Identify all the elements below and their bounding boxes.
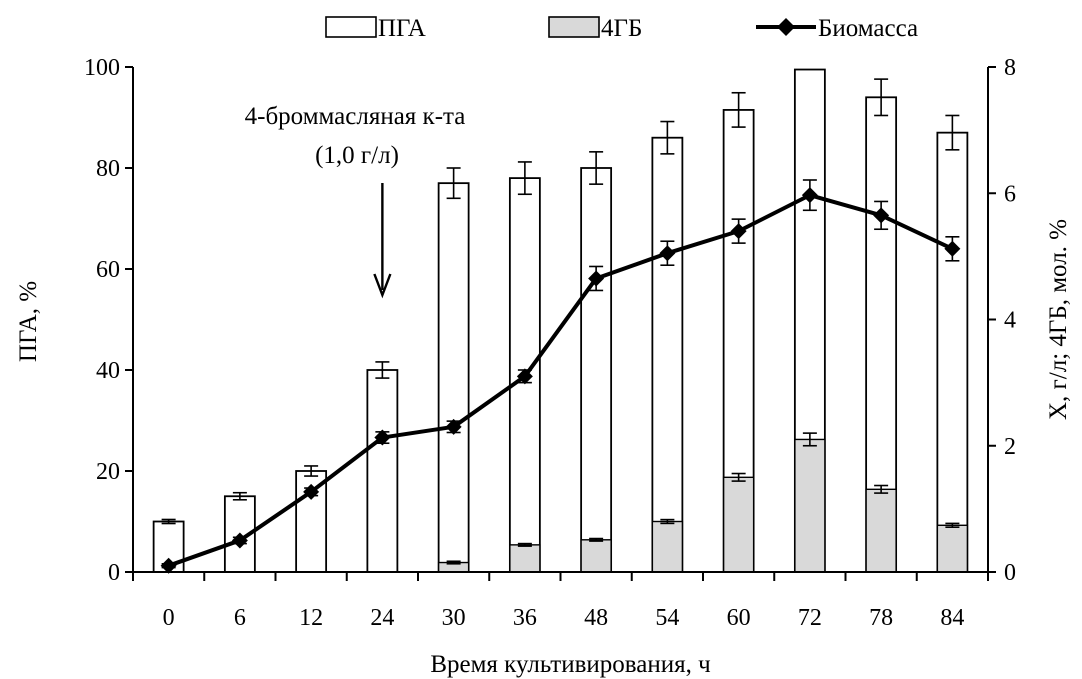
pga-error-bar <box>589 151 604 185</box>
y-tick-label-left: 80 <box>96 156 120 182</box>
y-tick-label-left: 100 <box>84 55 120 81</box>
pga-bar <box>366 369 399 573</box>
biomass-point <box>231 532 248 549</box>
pga-error-bar <box>945 114 960 151</box>
pga-bar <box>580 167 613 573</box>
y-tick-label-left: 20 <box>96 459 120 485</box>
gb4-bar <box>651 520 684 573</box>
gb4-bar <box>580 539 612 573</box>
gb4-error-bar <box>874 484 889 494</box>
gb4-bar <box>865 488 897 573</box>
y-tick-label-right: 8 <box>1004 55 1016 81</box>
legend-item-gb4: 4ГБ <box>548 15 642 42</box>
biomass-point <box>801 187 818 204</box>
biomass-point <box>303 483 320 500</box>
biomass-point <box>873 207 890 224</box>
gb4-error-bar <box>660 518 675 525</box>
biomass-point <box>160 557 177 574</box>
x-tick-label: 48 <box>584 605 608 631</box>
gb4-error-bar <box>517 542 532 547</box>
x-tick-label: 36 <box>513 605 537 631</box>
y-tick-label-left: 0 <box>108 560 120 586</box>
biomass-point <box>944 240 961 257</box>
legend-swatch-gb4 <box>548 16 600 38</box>
biomass-point <box>516 368 533 385</box>
pga-bar <box>936 131 969 573</box>
pga-bar <box>437 182 470 573</box>
y-axis-title-right: X, г/л; 4ГБ, мол. % <box>1045 219 1072 420</box>
x-tick-label: 30 <box>442 605 466 631</box>
annotation-arrow <box>373 183 392 299</box>
x-tick-label: 78 <box>869 605 893 631</box>
biomass-point <box>730 223 747 240</box>
x-axis-title: Время культивирования, ч <box>430 651 710 678</box>
y-tick-label-right: 2 <box>1004 434 1016 460</box>
pga-error-bar <box>232 491 247 501</box>
gb4-error-bar <box>802 432 817 447</box>
annotation: 4-броммасляная к-та (1,0 г/л) <box>245 103 466 299</box>
pga-error-bar <box>161 518 176 525</box>
annotation-line-1: 4-броммасляная к-та <box>245 103 466 130</box>
y-tick-label-right: 0 <box>1004 560 1016 586</box>
biomass-line-layer <box>160 179 961 574</box>
gb4-bar <box>509 544 541 573</box>
biomass-point <box>659 245 676 262</box>
pga-error-bar <box>874 78 889 117</box>
gb4-bar <box>794 438 826 573</box>
pga-error-bar <box>731 91 746 128</box>
legend-swatch-pga <box>325 16 377 38</box>
x-tick-label: 54 <box>655 605 679 631</box>
x-tick-label: 24 <box>370 605 394 631</box>
y-tick-label-right: 4 <box>1004 308 1016 334</box>
y-tick-label-right: 6 <box>1004 181 1016 207</box>
legend-marker-biomass <box>777 18 795 36</box>
annotation-line-2: (1,0 г/л) <box>315 142 399 169</box>
pga-error-bar <box>660 120 675 155</box>
pga-error-bar <box>304 465 319 477</box>
y-tick-label-left: 60 <box>96 257 120 283</box>
bars-layer <box>152 68 969 573</box>
legend-item-biomass: Биомасса <box>756 15 918 42</box>
gb4-bar <box>936 524 969 573</box>
x-tick-label: 12 <box>299 605 323 631</box>
gb4-error-bar <box>589 537 604 542</box>
x-tick-label: 6 <box>234 605 246 631</box>
y-axis-title-left: ПГА, % <box>15 281 42 362</box>
y-tick-label-left: 40 <box>96 358 120 384</box>
legend: ПГА 4ГБ Биомасса <box>325 15 918 42</box>
gb4-error-bar <box>731 472 746 482</box>
biomass-point <box>445 418 462 435</box>
x-tick-label: 84 <box>940 605 964 631</box>
legend-label-biomass: Биомасса <box>818 15 918 42</box>
gb4-bar <box>722 476 755 573</box>
gb4-error-bar <box>945 522 960 528</box>
legend-label-pga: ПГА <box>378 15 426 42</box>
gb4-error-bar <box>446 560 461 565</box>
pga-error-bar <box>375 361 390 379</box>
x-tick-label: 60 <box>727 605 751 631</box>
biomass-line <box>167 193 954 568</box>
legend-item-pga: ПГА <box>325 15 426 42</box>
pga-error-bar <box>446 167 461 200</box>
pga-error-bar <box>517 161 532 196</box>
x-tick-label: 72 <box>798 605 822 631</box>
pga-bar <box>651 136 684 573</box>
biomass-point <box>588 270 605 287</box>
x-tick-label: 0 <box>163 605 175 631</box>
legend-label-gb4: 4ГБ <box>601 15 642 42</box>
biomass-point <box>374 429 391 446</box>
